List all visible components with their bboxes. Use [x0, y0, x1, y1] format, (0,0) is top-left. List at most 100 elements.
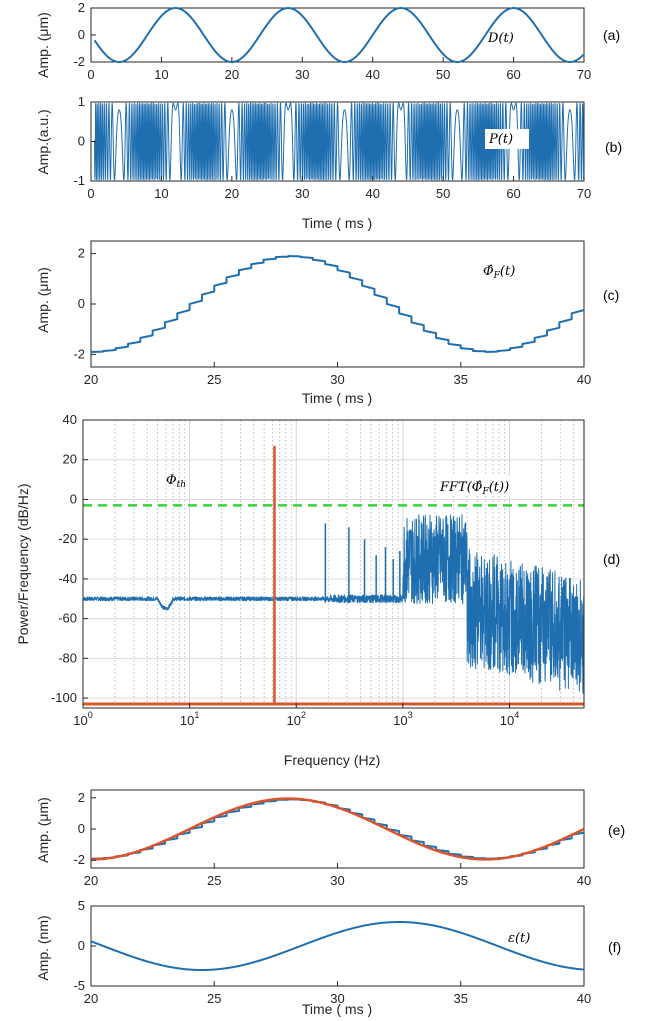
x-tick-label: 0 [87, 186, 94, 201]
panel-c-line-phi [90, 255, 585, 353]
x-tick-label: 20 [84, 991, 98, 1006]
y-tick-label: -1 [73, 173, 85, 188]
y-tick-label: 0 [78, 27, 85, 42]
y-tick-label: 2 [78, 790, 85, 805]
panel-d-label: (d) [603, 551, 620, 567]
x-tick-exponent: 4 [514, 710, 519, 720]
panel-c-xlabel: Time ( ms ) [302, 390, 372, 406]
x-tick-exponent: 1 [194, 710, 199, 720]
panel-e-series [90, 797, 585, 861]
y-tick-label: -20 [58, 531, 77, 546]
x-tick-label: 100 [73, 710, 92, 728]
panel-f-ylabel: Amp. (nm) [35, 915, 51, 980]
x-tick-label: 25 [207, 372, 221, 387]
panel-e-ylabel: Amp. (μm) [35, 797, 51, 863]
y-tick-label: 0 [78, 296, 85, 311]
x-tick-label: 101 [180, 710, 199, 728]
x-tick-label: 35 [454, 873, 468, 888]
y-tick-label: 0 [78, 821, 85, 836]
panel-a-annotation: D(t) [487, 31, 514, 46]
panel-b-series [94, 102, 585, 181]
panel-b-annotation-bg [485, 129, 529, 149]
x-tick-label: 104 [500, 710, 519, 728]
x-tick-label: 30 [330, 873, 344, 888]
panel-f-ticks: 20 25 30 35 40 5 0 -5 [73, 898, 591, 1006]
x-tick-label: 60 [506, 67, 520, 82]
x-tick-label: 0 [87, 67, 94, 82]
panel-a-series [93, 7, 585, 63]
panel-f-annotation: ε(t) [508, 931, 530, 946]
x-tick-exponent: 2 [301, 710, 306, 720]
panel-b-annotation: P(t) [488, 132, 513, 147]
y-tick-label: -2 [73, 346, 85, 361]
x-tick-label: 40 [365, 186, 379, 201]
panel-c-label: (c) [603, 287, 619, 303]
x-tick-label: 30 [295, 67, 309, 82]
x-tick-label: 40 [577, 873, 591, 888]
panel-b-line-P [94, 102, 585, 181]
panel-e-label: (e) [608, 822, 625, 838]
x-tick-exponent: 0 [88, 710, 93, 720]
x-tick-label: 40 [577, 372, 591, 387]
panel-d-annotation-bg [438, 476, 538, 496]
panel-d-ylabel: Power/Frequency (dB/Hz) [15, 483, 31, 644]
x-tick-label: 20 [84, 372, 98, 387]
panel-f-series [90, 921, 585, 971]
y-tick-label: 0 [70, 491, 77, 506]
panel-d-grid [82, 419, 585, 708]
x-tick-label: 35 [454, 991, 468, 1006]
y-tick-label: 2 [78, 246, 85, 261]
x-tick-exponent: 3 [408, 710, 413, 720]
panel-c-series [90, 255, 585, 353]
y-tick-label: -2 [73, 54, 85, 69]
y-tick-label: 0 [78, 134, 85, 149]
y-tick-label: 1 [78, 94, 85, 109]
y-tick-label: -100 [51, 690, 77, 705]
panel-a-label: (a) [603, 27, 620, 43]
x-tick-label: 35 [454, 372, 468, 387]
x-tick-label: 102 [286, 710, 305, 728]
panel-a-line-D [93, 7, 585, 63]
x-tick-label: 40 [577, 991, 591, 1006]
panel-f-xlabel: Time ( ms ) [302, 1001, 372, 1017]
panel-d-annotation: FFT(Φ̂F(t)) [439, 480, 509, 497]
panel-f-line-epsilon [90, 921, 585, 971]
panel-c-ylabel: Amp. (μm) [35, 267, 51, 333]
x-tick-label: 25 [207, 873, 221, 888]
x-tick-label: 20 [84, 873, 98, 888]
x-tick-label: 10 [154, 67, 168, 82]
x-tick-label: 60 [506, 186, 520, 201]
panel-d-series [82, 514, 585, 694]
y-tick-label: -40 [58, 571, 77, 586]
x-tick-label: 20 [225, 186, 239, 201]
y-tick-label: -80 [58, 650, 77, 665]
panel-e-line-fit [90, 797, 585, 861]
x-tick-label: 70 [577, 67, 591, 82]
panel-d-marker-line [83, 445, 584, 706]
y-tick-label: 40 [63, 412, 77, 427]
panel-d-xlabel: Frequency (Hz) [284, 752, 380, 768]
panel-c-annotation: Φ̂F(t) [483, 264, 515, 281]
panel-b-label: (b) [605, 139, 622, 155]
panel-d-threshold-label: Φth [166, 473, 186, 490]
panel-a-ylabel: Amp. (μm) [35, 12, 51, 78]
panel-b-xlabel: Time ( ms ) [302, 215, 372, 231]
x-tick-label: 20 [225, 67, 239, 82]
x-tick-label: 30 [330, 372, 344, 387]
x-tick-label: 103 [393, 710, 412, 728]
panel-f-axes-box [90, 905, 585, 987]
x-tick-label: 10 [154, 186, 168, 201]
y-tick-label: 20 [63, 452, 77, 467]
y-tick-label: -2 [73, 852, 85, 867]
panel-b-ylabel: Amp.(a.u.) [35, 109, 51, 174]
x-tick-label: 70 [577, 186, 591, 201]
y-tick-label: -60 [58, 611, 77, 626]
x-tick-label: 25 [207, 991, 221, 1006]
panel-d-spectrum [82, 514, 585, 694]
